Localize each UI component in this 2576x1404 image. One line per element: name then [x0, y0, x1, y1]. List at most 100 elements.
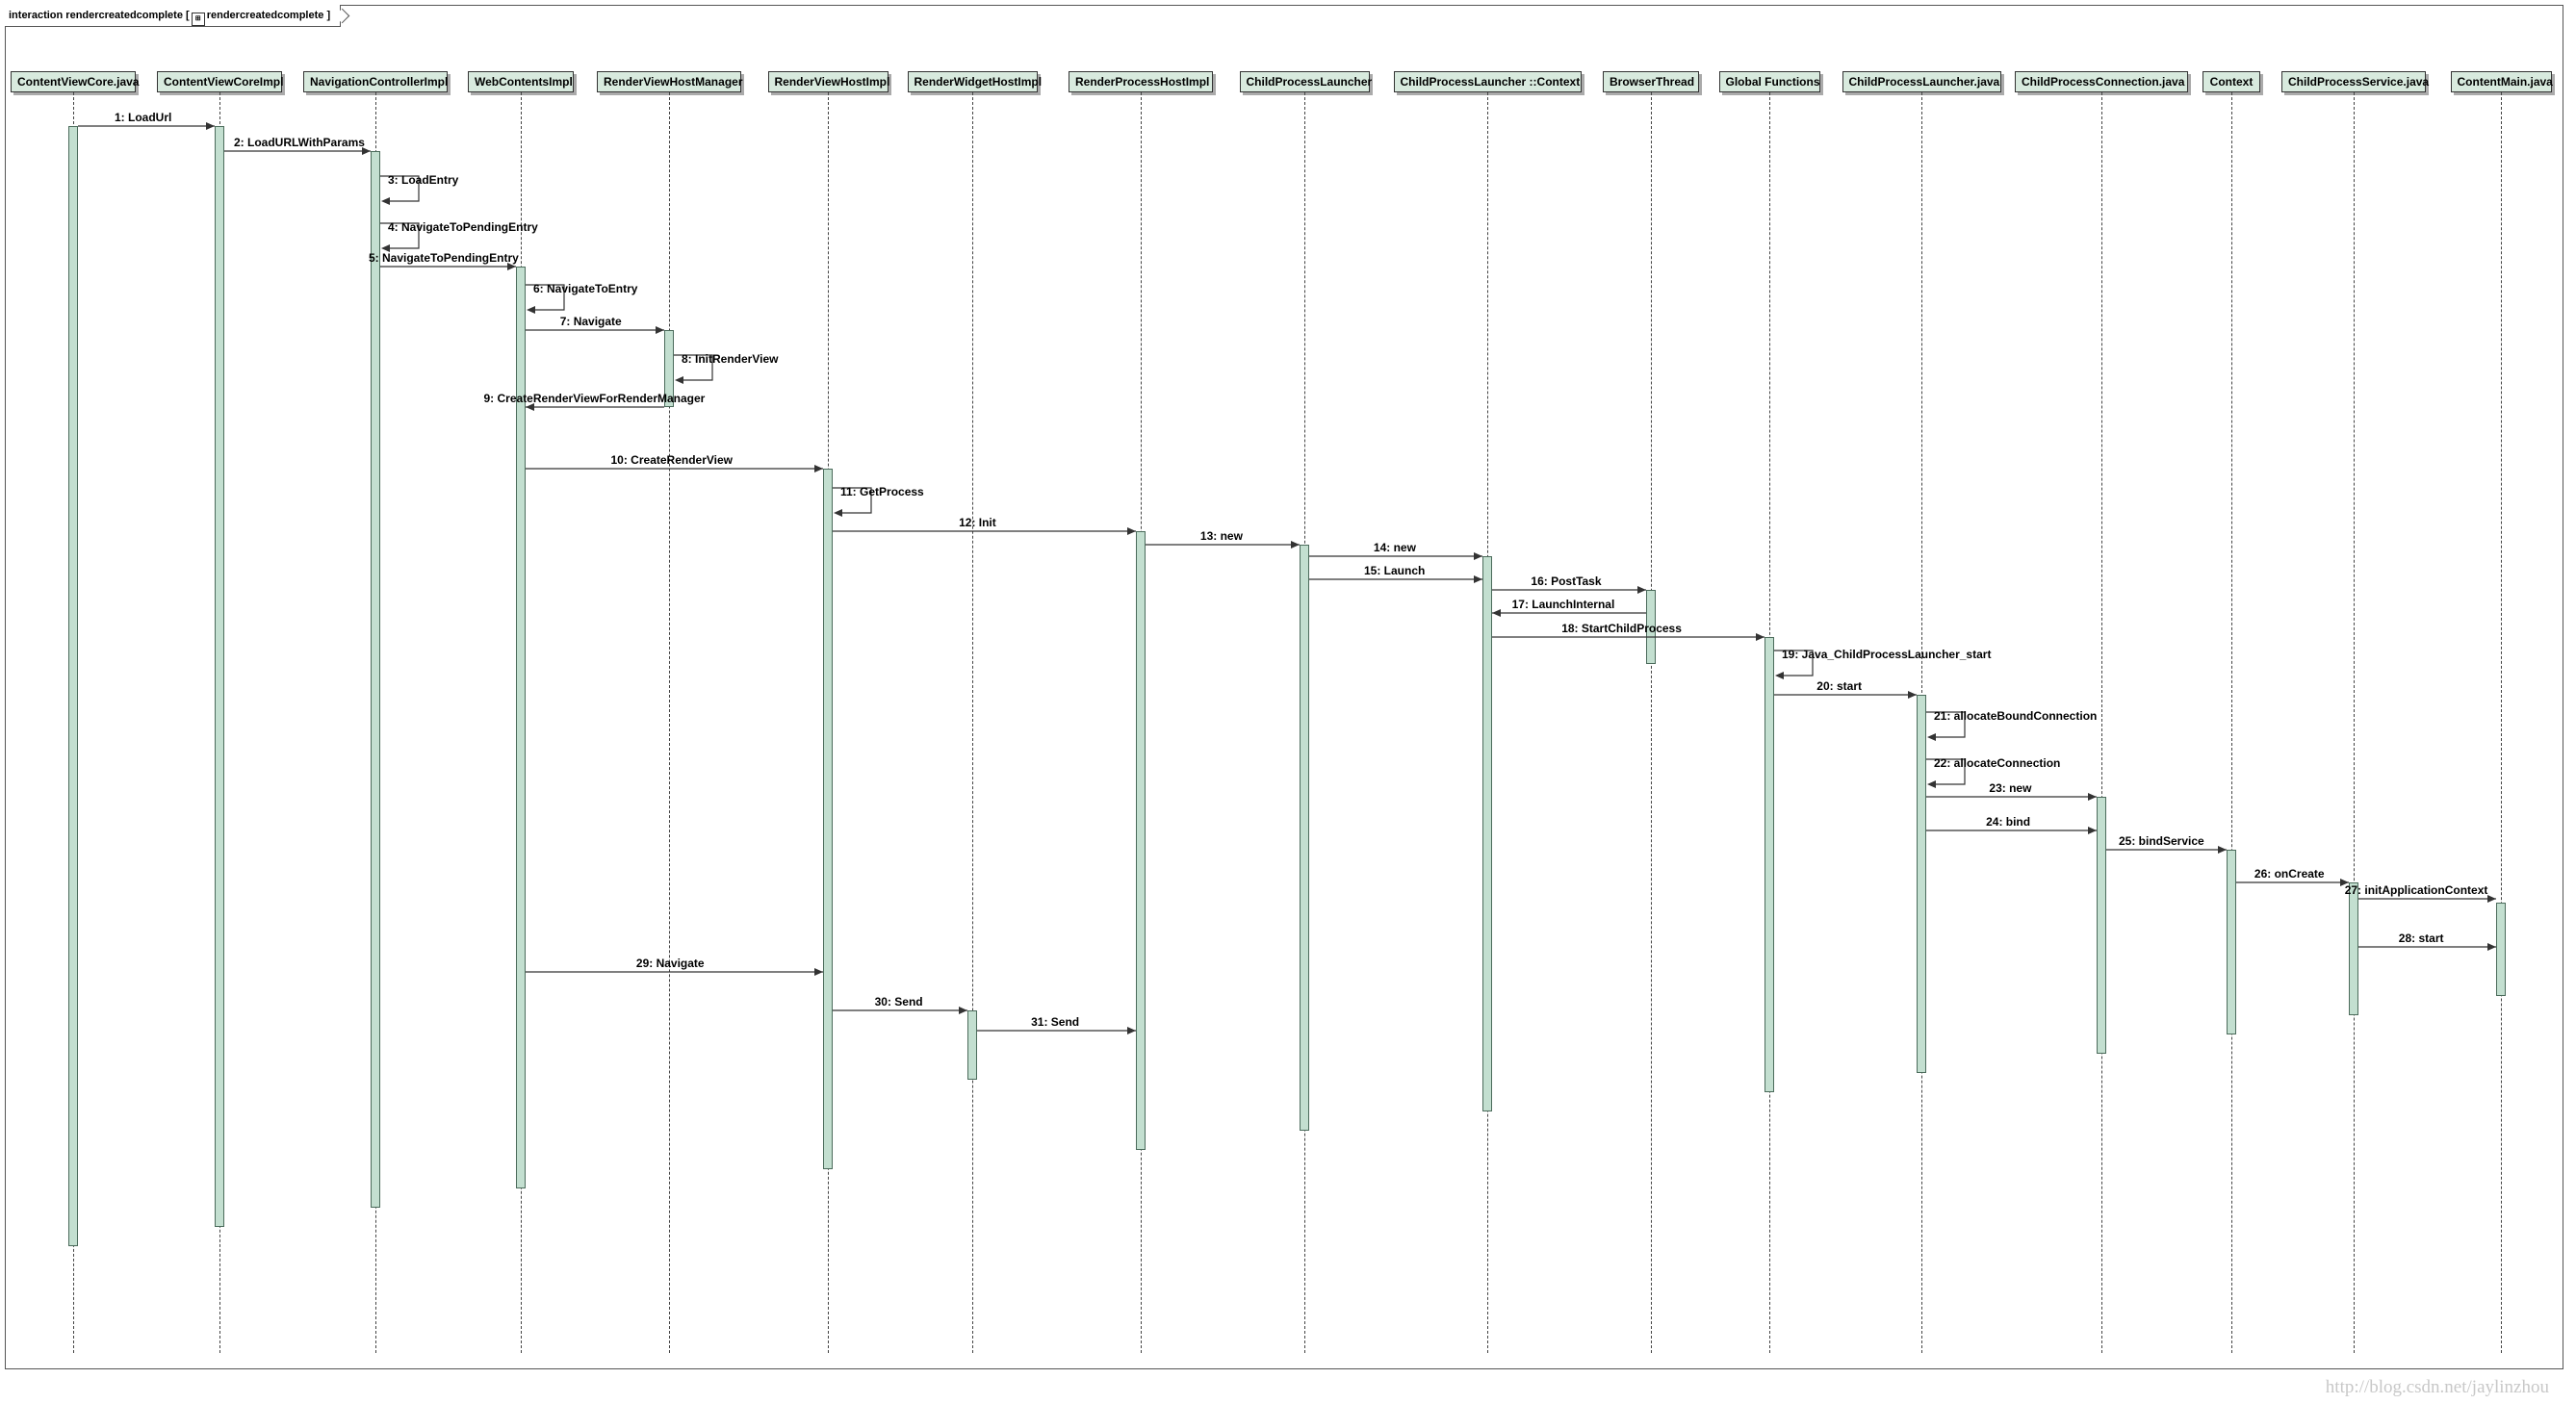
message-label-30: 30: Send: [874, 995, 923, 1008]
lifeline-head-cpl[interactable]: ChildProcessLauncher: [1239, 71, 1372, 92]
frame-name: rendercreatedcomplete: [65, 10, 183, 21]
activation-bar-cm: [2496, 903, 2506, 996]
lifeline-head-cvc[interactable]: ContentViewCore.java: [11, 71, 139, 92]
message-24[interactable]: [1926, 827, 2097, 834]
lifeline-head-rvhi[interactable]: RenderViewHostImpl: [767, 71, 889, 92]
message-30[interactable]: [833, 1007, 967, 1014]
activation-bar-rvhi: [823, 469, 833, 1169]
message-15[interactable]: [1309, 575, 1482, 583]
lifeline-head-cplj[interactable]: ChildProcessLauncher.java: [1842, 71, 2001, 92]
message-12[interactable]: [833, 527, 1136, 535]
lifeline-rwhi: [972, 92, 973, 1353]
lifeline-head-ctx[interactable]: Context: [2202, 71, 2260, 92]
message-label-21: 21: allocateBoundConnection: [1934, 709, 2098, 723]
activation-bar-rphi: [1136, 531, 1146, 1150]
message-26[interactable]: [2236, 879, 2349, 886]
message-label-10: 10: CreateRenderView: [610, 453, 734, 467]
message-label-24: 24: bind: [1986, 815, 2031, 829]
message-31[interactable]: [977, 1027, 1136, 1034]
lifeline-head-rvhm[interactable]: RenderViewHostManager: [597, 71, 743, 92]
message-label-11: 11: GetProcess: [840, 485, 924, 498]
message-6[interactable]: [526, 284, 565, 314]
lifeline-head-cm[interactable]: ContentMain.java: [2450, 71, 2553, 92]
frame-keyword: interaction: [9, 10, 64, 21]
message-19[interactable]: [1774, 650, 1814, 679]
interaction-frame: [5, 5, 2563, 1369]
message-7[interactable]: [526, 326, 664, 334]
message-label-25: 25: bindService: [2119, 834, 2204, 848]
message-5[interactable]: [380, 263, 516, 270]
message-16[interactable]: [1492, 586, 1646, 594]
lifeline-head-gf[interactable]: Global Functions: [1718, 71, 1820, 92]
activation-bar-ctx: [2227, 850, 2236, 1034]
message-22[interactable]: [1926, 758, 1966, 788]
message-14[interactable]: [1309, 552, 1482, 560]
message-label-23: 23: new: [1989, 781, 2032, 795]
activation-bar-nci: [371, 151, 380, 1208]
message-25[interactable]: [2106, 846, 2227, 854]
message-label-5: 5: NavigateToPendingEntry: [369, 251, 519, 265]
lifeline-cpc: [2101, 92, 2102, 1353]
message-10[interactable]: [526, 465, 823, 472]
message-label-26: 26: onCreate: [2254, 867, 2325, 881]
message-8[interactable]: [674, 354, 713, 384]
message-18[interactable]: [1492, 633, 1765, 641]
message-21[interactable]: [1926, 711, 1966, 741]
activation-bar-bt: [1646, 590, 1656, 664]
message-9[interactable]: [526, 403, 664, 411]
activation-bar-cplc: [1482, 556, 1492, 1111]
message-label-12: 12: Init: [959, 516, 996, 529]
lifeline-head-cpc[interactable]: ChildProcessConnection.java: [2015, 71, 2188, 92]
message-29[interactable]: [526, 968, 823, 976]
lifeline-cm: [2501, 92, 2502, 1353]
lifeline-bt: [1651, 92, 1652, 1353]
activation-bar-cpl: [1300, 545, 1309, 1131]
frame-ref-name: rendercreatedcomplete: [206, 10, 324, 21]
message-label-9: 9: CreateRenderViewForRenderManager: [483, 392, 706, 405]
activation-bar-cplj: [1917, 695, 1926, 1073]
activation-bar-gf: [1765, 637, 1774, 1092]
message-4[interactable]: [380, 222, 420, 252]
lifeline-head-cvci[interactable]: ContentViewCoreImpl: [157, 71, 283, 92]
message-label-17: 17: LaunchInternal: [1511, 598, 1615, 611]
message-label-13: 13: new: [1199, 529, 1243, 543]
watermark: http://blog.csdn.net/jaylinzhou: [2325, 1377, 2549, 1397]
activation-bar-rvhm: [664, 330, 674, 407]
message-27[interactable]: [2358, 895, 2496, 903]
message-23[interactable]: [1926, 793, 2097, 801]
message-label-16: 16: PostTask: [1531, 574, 1602, 588]
activation-bar-rwhi: [967, 1010, 977, 1080]
lifeline-head-cps[interactable]: ChildProcessService.java: [2281, 71, 2429, 92]
lifeline-head-bt[interactable]: BrowserThread: [1603, 71, 1699, 92]
message-28[interactable]: [2358, 943, 2496, 951]
activation-bar-cvci: [215, 126, 224, 1227]
lifeline-head-wci[interactable]: WebContentsImpl: [468, 71, 574, 92]
lifeline-head-nci[interactable]: NavigationControllerImpl: [303, 71, 448, 92]
message-3[interactable]: [380, 175, 420, 205]
activation-bar-cpc: [2097, 797, 2106, 1054]
message-13[interactable]: [1146, 541, 1300, 549]
lifeline-cps: [2354, 92, 2355, 1353]
activation-bar-wci: [516, 267, 526, 1188]
message-20[interactable]: [1774, 691, 1917, 699]
message-label-6: 6: NavigateToEntry: [533, 282, 638, 295]
message-2[interactable]: [224, 147, 371, 155]
diagram-ref-icon: ⊞: [191, 13, 205, 26]
message-label-15: 15: Launch: [1364, 564, 1426, 577]
message-1[interactable]: [78, 122, 215, 130]
lifeline-head-cplc[interactable]: ChildProcessLauncher ::Context: [1393, 71, 1582, 92]
message-label-2: 2: LoadURLWithParams: [234, 136, 365, 149]
message-label-18: 18: StartChildProcess: [1561, 622, 1682, 635]
message-label-7: 7: Navigate: [559, 315, 622, 328]
message-label-8: 8: InitRenderView: [682, 352, 779, 366]
lifeline-head-rphi[interactable]: RenderProcessHostImpl: [1069, 71, 1213, 92]
lifeline-head-rwhi[interactable]: RenderWidgetHostImpl: [907, 71, 1042, 92]
message-label-22: 22: allocateConnection: [1934, 756, 2061, 770]
message-11[interactable]: [833, 487, 872, 517]
message-17[interactable]: [1492, 609, 1646, 617]
message-label-1: 1: LoadUrl: [115, 111, 172, 124]
message-label-31: 31: Send: [1031, 1015, 1080, 1029]
message-label-27: 27: initApplicationContext: [2344, 883, 2488, 897]
activation-bar-cvc: [68, 126, 78, 1246]
